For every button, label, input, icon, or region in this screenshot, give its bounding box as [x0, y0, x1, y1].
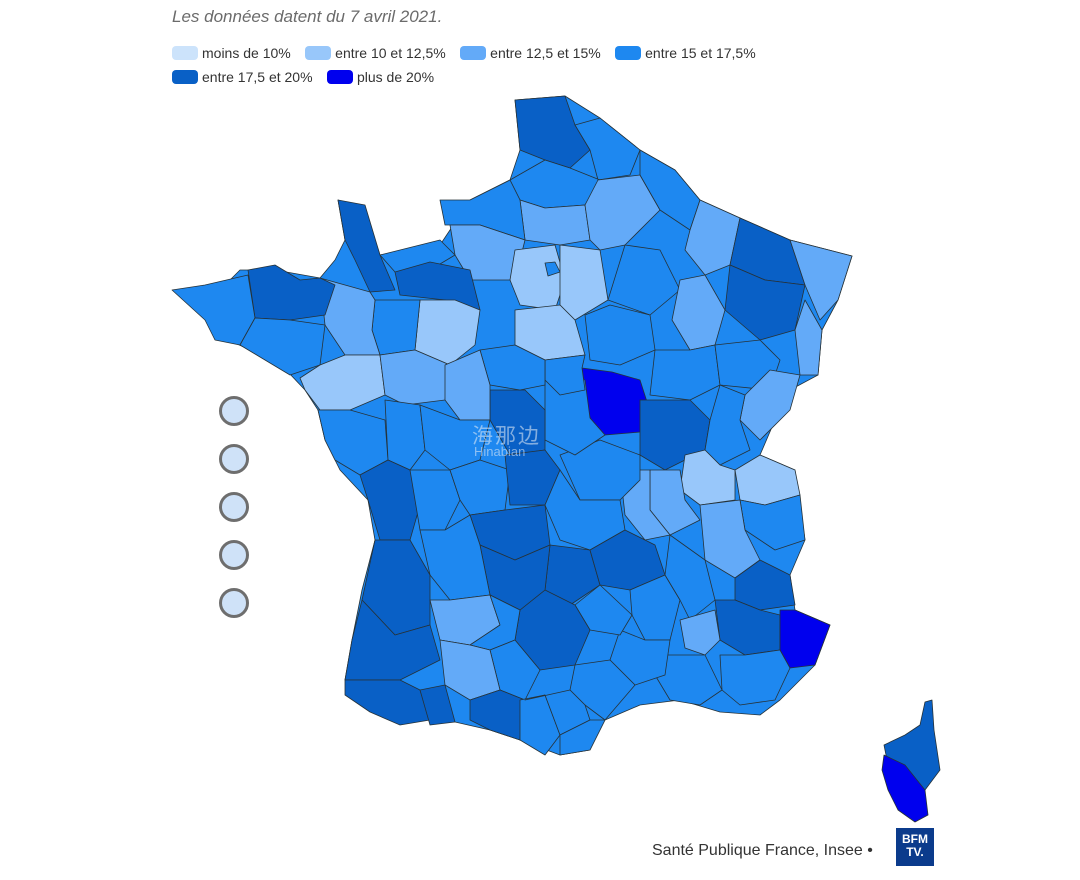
dept-hautes-pyrenees [419, 684, 456, 726]
dept-aube [607, 244, 681, 316]
dept-jura [704, 384, 751, 466]
legend-item-2[interactable]: entre 10 et 12,5% [305, 44, 446, 62]
dept-ile-de-france-west [509, 244, 566, 311]
dept-aisne [574, 117, 641, 181]
watermark: 海那边 Hinabian [468, 416, 618, 464]
logo-line2: TV. [906, 845, 924, 859]
bfmtv-logo: BFM TV. [896, 828, 934, 866]
dept-alpes-maritimes [779, 609, 831, 669]
logo-line1: BFM [902, 832, 928, 846]
legend-label: entre 15 et 17,5% [645, 45, 756, 61]
legend: moins de 10% entre 10 et 12,5% entre 12,… [172, 44, 812, 92]
dept-morbihan [239, 317, 326, 376]
dept-pyrenees-orientales [559, 719, 606, 756]
dept-deux-sevres [384, 399, 426, 471]
dept-mayenne [371, 299, 421, 356]
dept-pyrenees-atlantiques [344, 679, 431, 726]
dept-dordogne [419, 514, 491, 601]
source-credit: Santé Publique France, Insee • [652, 842, 873, 859]
dept-haute-garonne [469, 689, 526, 741]
zoom-fit-button[interactable] [219, 540, 249, 570]
legend-label: entre 10 et 12,5% [335, 45, 446, 61]
dept-bas-rhin [789, 239, 853, 321]
legend-swatch [172, 70, 198, 84]
legend-item-3[interactable]: entre 12,5 et 15% [460, 44, 601, 62]
watermark-en: Hinabian [474, 444, 526, 459]
dept-charente-maritime [359, 459, 421, 541]
legend-swatch [172, 46, 198, 60]
legend-item-6[interactable]: plus de 20% [326, 68, 435, 86]
legend-swatch [305, 46, 332, 60]
zoom-reset-button[interactable] [219, 492, 249, 522]
legend-label: entre 17,5 et 20% [202, 69, 313, 85]
legend-swatch [326, 70, 353, 84]
dept-ille-et-vilaine [319, 277, 381, 356]
map-subtitle: Les données datent du 7 avril 2021. [172, 7, 443, 26]
legend-swatch [460, 46, 487, 60]
dept-haut-rhin [794, 299, 823, 376]
dept-finistere [171, 274, 256, 346]
legend-label: plus de 20% [356, 69, 435, 85]
dept-vaucluse [679, 609, 721, 656]
watermark-cn: 海那边 [472, 425, 541, 448]
dept-manche [337, 199, 396, 293]
dept-seine-et-marne [559, 244, 609, 321]
legend-label: moins de 10% [202, 45, 291, 61]
legend-item-1[interactable]: moins de 10% [172, 44, 291, 62]
legend-item-5[interactable]: entre 17,5 et 20% [172, 68, 313, 86]
dept-corse-du-sud [881, 754, 929, 823]
zoom-in-button[interactable] [219, 396, 249, 426]
legend-label: entre 12,5 et 15% [490, 45, 601, 61]
legend-item-4[interactable]: entre 15 et 17,5% [615, 44, 756, 62]
zoom-controls [219, 396, 249, 636]
dept-var [719, 649, 791, 706]
zoom-out-button[interactable] [219, 444, 249, 474]
legend-swatch [615, 46, 642, 60]
zoom-home-button[interactable] [219, 588, 249, 618]
dept-charente [409, 469, 461, 531]
dept-nord [514, 95, 591, 169]
